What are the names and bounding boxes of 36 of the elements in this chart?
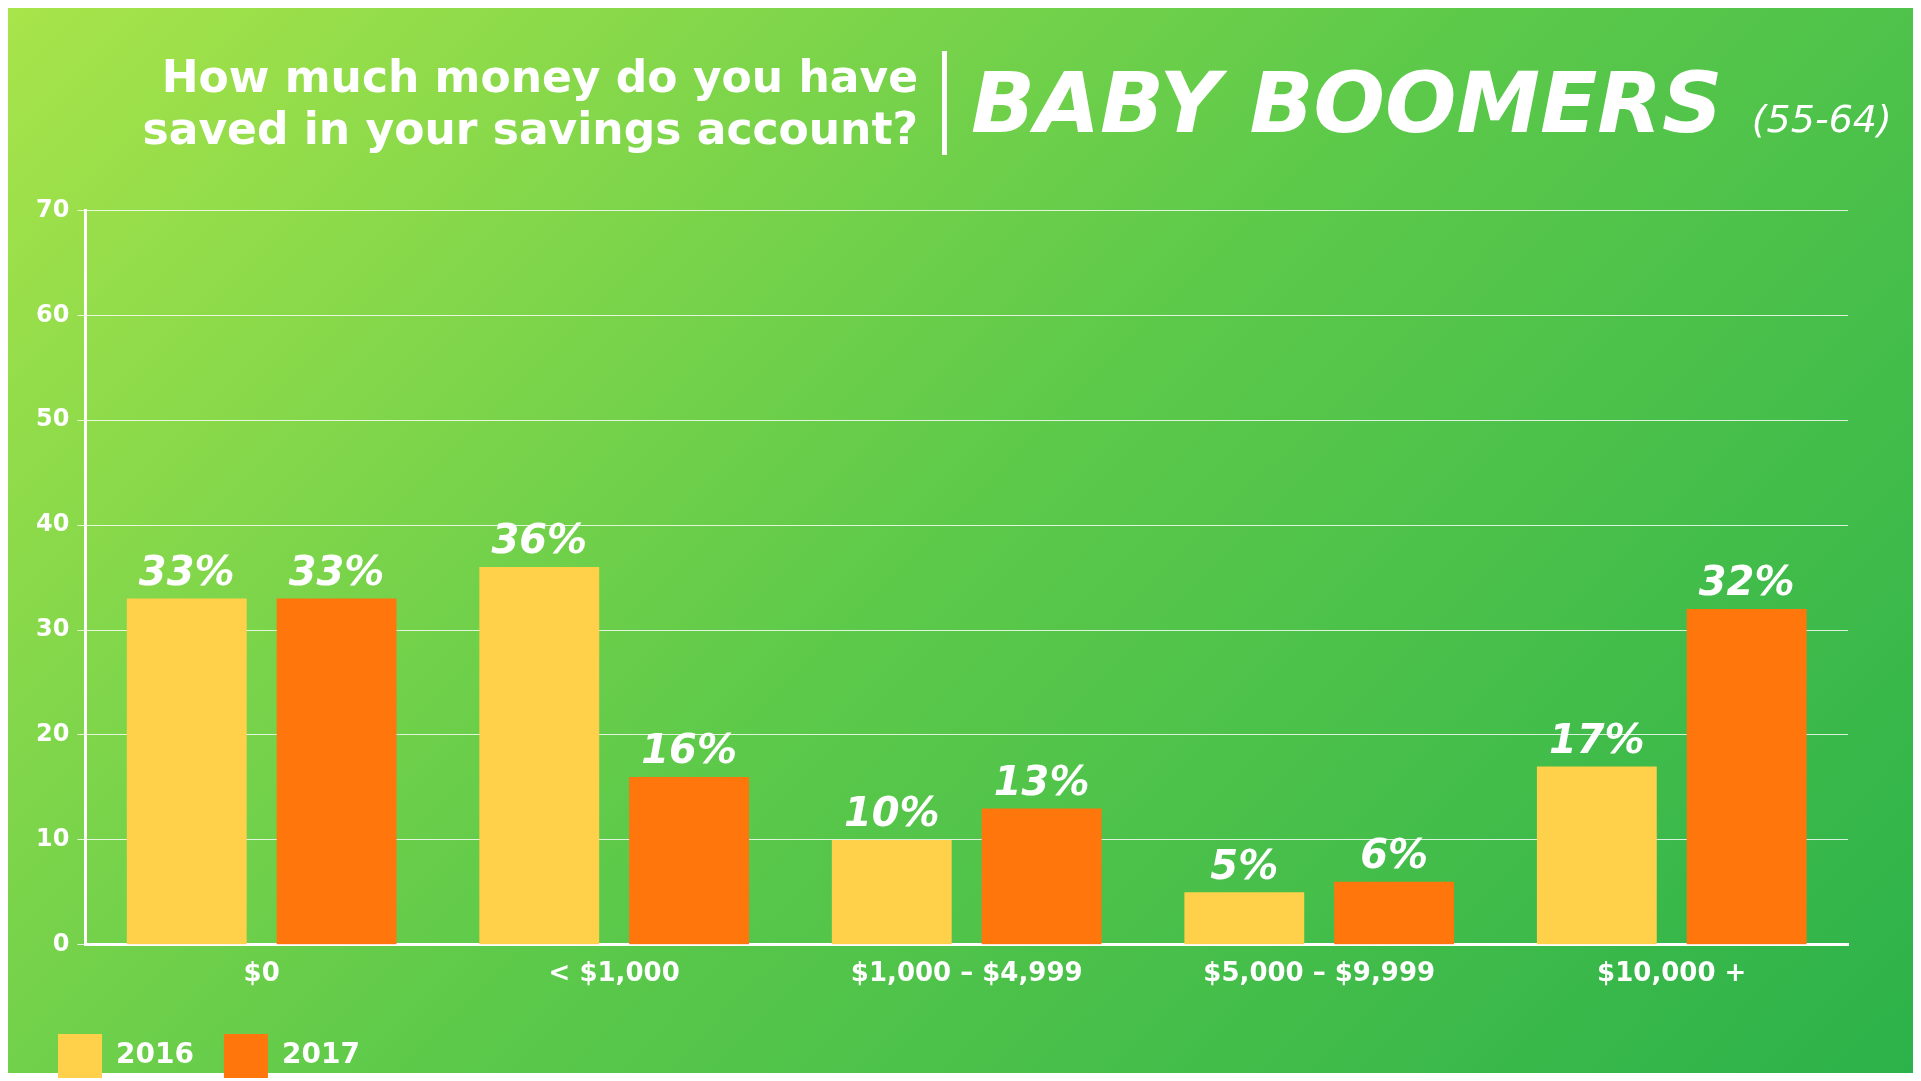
data-label: 13% xyxy=(993,757,1090,804)
y-tick-label: 20 xyxy=(35,719,70,748)
y-tick-label: 30 xyxy=(35,614,70,643)
bar xyxy=(1334,881,1455,945)
legend-label: 2017 xyxy=(281,1037,360,1071)
data-label: 32% xyxy=(1698,558,1795,605)
data-label: 10% xyxy=(843,789,940,836)
bar xyxy=(629,776,750,945)
x-tick-label: $10,000 + xyxy=(1597,957,1747,988)
x-tick-label: $1,000 – $4,999 xyxy=(850,957,1083,988)
x-tick-label: $5,000 – $9,999 xyxy=(1203,957,1436,988)
data-label: 5% xyxy=(1210,841,1279,888)
bar xyxy=(1686,609,1807,945)
data-label: 6% xyxy=(1360,831,1429,878)
legend-label: 2016 xyxy=(116,1037,194,1071)
chart-title: How much money do you have saved in your savings account? xyxy=(38,51,947,155)
bar xyxy=(1536,766,1657,945)
x-tick-label: $0 xyxy=(243,957,280,988)
bar xyxy=(831,839,952,945)
data-label: 16% xyxy=(641,726,737,773)
data-label: 33% xyxy=(138,547,235,594)
bar xyxy=(276,598,397,945)
y-tick-label: 0 xyxy=(52,929,70,958)
data-label: 36% xyxy=(491,516,588,563)
y-tick-label: 70 xyxy=(35,194,70,223)
bar xyxy=(479,567,600,945)
bar xyxy=(1184,892,1305,945)
bar xyxy=(126,598,247,945)
data-label: 33% xyxy=(288,547,385,594)
y-tick-label: 50 xyxy=(35,404,70,433)
bar xyxy=(981,808,1102,945)
y-tick-label: 60 xyxy=(35,299,70,328)
x-tick-label: < $1,000 xyxy=(548,957,680,988)
y-tick-label: 40 xyxy=(35,509,70,538)
chart-subtitle: BABY BOOMERS (55-64) xyxy=(971,54,1892,152)
y-tick-label: 10 xyxy=(35,824,70,853)
